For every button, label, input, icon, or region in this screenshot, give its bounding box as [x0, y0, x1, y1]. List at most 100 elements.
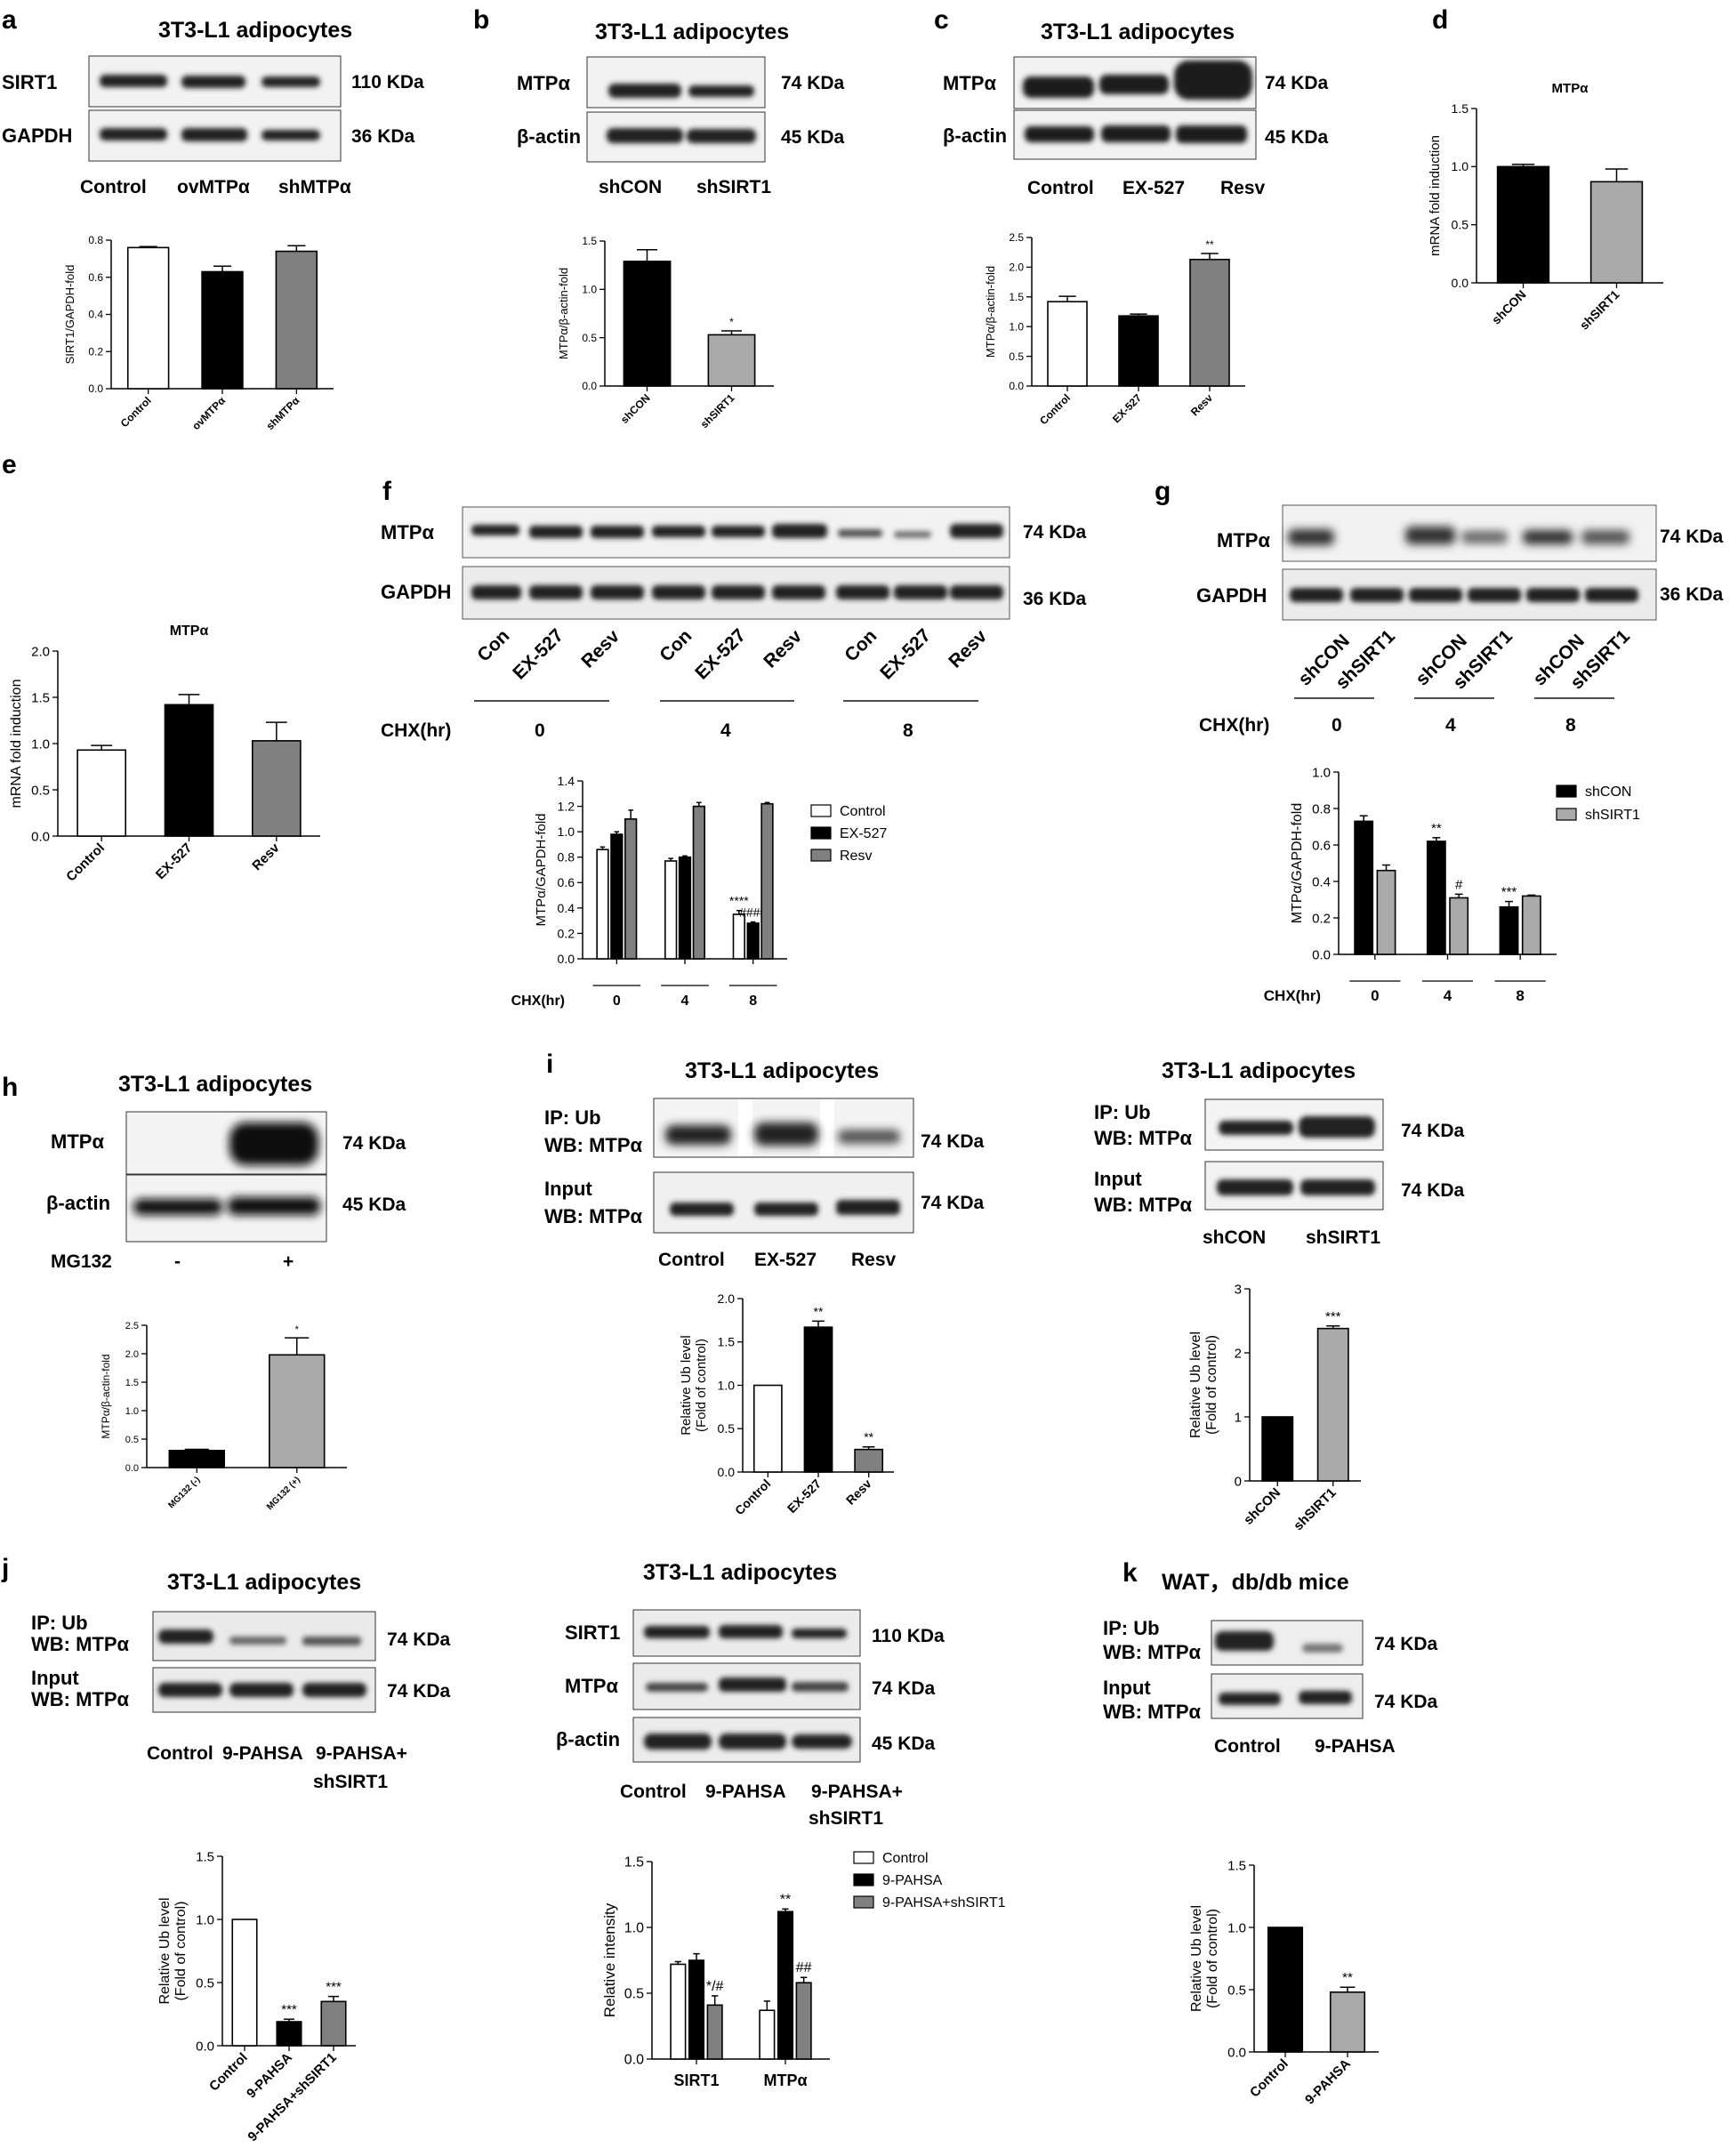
x-tick-label: Resv: [1188, 391, 1215, 418]
chx-value: 4: [720, 720, 731, 741]
y-tick-label: 0.4: [558, 901, 575, 915]
x-tick-label: shCON: [618, 391, 653, 426]
chart-e: 0.0 0.5 1.0 1.5 2.0 mRNA fold induction MTPα Co…: [9, 623, 320, 885]
significance-label: **: [1431, 821, 1442, 836]
blot-label: Input: [544, 1178, 592, 1200]
blot-label: GAPDH: [2, 125, 72, 147]
panel-a: a 3T3-L1 adipocytes SIRT1 GAPDH 110 KDa …: [2, 5, 424, 432]
y-tick-label: 1.2: [558, 799, 575, 813]
y-tick-label: 0.4: [88, 309, 103, 321]
bar: [760, 802, 774, 960]
significance-label: ****: [729, 894, 749, 908]
condition-label: shSIRT1: [809, 1808, 883, 1829]
y-tick-label: 3: [1235, 1282, 1242, 1297]
condition-label: shSIRT1: [313, 1772, 388, 1792]
y-tick-label: 1.0: [1227, 1920, 1246, 1935]
blot-size: 74 KDa: [1401, 1180, 1465, 1201]
panel-j-left-title: 3T3-L1 adipocytes: [167, 1570, 361, 1595]
y-tick-label: 0.0: [624, 2053, 644, 2068]
blot-label: SIRT1: [2, 71, 57, 93]
y-tick-label: 2.0: [125, 1349, 139, 1360]
condition-label: Control: [1214, 1736, 1281, 1757]
legend-swatch: [1556, 784, 1577, 798]
x-tick-label: MG132 (+): [265, 1475, 302, 1512]
y-tick-label: 2.5: [1009, 231, 1024, 244]
bar: [746, 922, 760, 960]
lane-labels: Con EX-527 Resv Con EX-527 Resv Con EX-5…: [473, 625, 991, 684]
panel-c-title: 3T3-L1 adipocytes: [1041, 20, 1235, 44]
blot-label: IP: Ub: [1103, 1617, 1160, 1639]
blot-label: WB: MTPα: [544, 1205, 643, 1227]
significance-label: **: [864, 1430, 873, 1444]
chart-i-left: 0.0 0.5 1.0 1.5 2.0 Relative Ub level (Fold of…: [679, 1291, 894, 1517]
blot-label: MTPα: [381, 521, 434, 543]
significance-label: *: [729, 316, 734, 328]
y-tick-label: 0.6: [558, 875, 575, 889]
x-tick-label: 9-PAHSA+shSIRT1: [245, 2050, 339, 2144]
y-tick-label: 0.2: [1312, 911, 1331, 926]
y-tick-label: 0.8: [1312, 801, 1331, 817]
legend-swatch: [853, 1851, 874, 1864]
blot-label: WB: MTPα: [31, 1633, 130, 1655]
x-tick-label: Control: [206, 2050, 251, 2095]
condition-label: 9-PAHSA: [222, 1743, 303, 1764]
y-tick-label: 0.0: [558, 952, 575, 966]
blot-size: 74 KDa: [1374, 1692, 1438, 1712]
blot-label: MTPα: [565, 1675, 618, 1697]
treatment-value: +: [283, 1251, 294, 1272]
blot-size: 36 KDa: [351, 126, 415, 147]
y-tick-label: 2.5: [125, 1321, 139, 1331]
y-tick-label: 0.4: [1312, 874, 1331, 889]
bar: [795, 1982, 812, 2060]
lane-label: Con: [473, 625, 513, 665]
bar: [1189, 258, 1230, 387]
legend-label: Control: [882, 1851, 929, 1866]
blot-label: MTPα: [517, 72, 570, 94]
treatment-value: -: [174, 1251, 181, 1272]
y-tick-label: 0.0: [582, 380, 597, 392]
lane-label: Resv: [577, 626, 624, 672]
legend-label: Control: [840, 804, 886, 819]
legend-label: shSIRT1: [1585, 808, 1640, 823]
y-tick-label: 0.8: [88, 234, 103, 246]
chart-h: 0.0 0.5 1.0 1.5 2.0 2.5 MTPα/β-actin-fold MG132…: [100, 1321, 347, 1512]
y-tick-label: 2.0: [1009, 261, 1024, 274]
x-tick-label: Resv: [843, 1476, 874, 1508]
x-tick-label: Resv: [249, 840, 283, 873]
x-tick-label: 8: [749, 994, 757, 1009]
y-tick-label: 1.5: [1009, 291, 1024, 303]
bar: [1449, 897, 1469, 955]
legend-swatch: [1556, 808, 1577, 821]
blot-label: Input: [1103, 1677, 1151, 1699]
x-tick-label: SIRT1: [673, 2072, 719, 2089]
panel-b: b 3T3-L1 adipocytes MTPα β-actin 74 KDa …: [473, 5, 845, 430]
y-tick-label: 1.0: [1312, 765, 1331, 780]
bar: [168, 1450, 225, 1468]
bar: [275, 250, 318, 390]
y-axis-label: SIRT1/GAPDH-fold: [63, 265, 76, 365]
bar: [1316, 1327, 1349, 1482]
blot-label: Input: [31, 1667, 79, 1689]
y-tick-label: 0.5: [196, 1975, 214, 1991]
legend-swatch: [810, 826, 832, 840]
y-tick-label: 0.0: [88, 382, 103, 395]
bar: [1047, 301, 1088, 387]
panel-c: c 3T3-L1 adipocytes MTPα β-actin 74 KDa …: [934, 5, 1329, 427]
y-tick-label: 1.5: [125, 1378, 139, 1388]
y-axis-label: (Fold of control): [1205, 1909, 1220, 2008]
bar: [1499, 905, 1519, 955]
x-tick-label: shMTPα: [264, 394, 302, 432]
y-tick-label: 0.5: [1452, 218, 1469, 232]
condition-label: 9-PAHSA: [705, 1782, 786, 1802]
y-tick-label: 1.5: [31, 690, 50, 705]
chx-label: CHX(hr): [1199, 715, 1269, 736]
bar: [251, 740, 302, 837]
y-tick-label: 0.0: [196, 2039, 214, 2054]
panel-letter-b: b: [473, 5, 489, 35]
chart-k: 0.0 0.5 1.0 1.5 Relative Ub level (Fold of co…: [1189, 1858, 1379, 2108]
blot-label: WB: MTPα: [1094, 1194, 1193, 1216]
condition-label: Control: [80, 177, 147, 197]
bar: [276, 2021, 302, 2047]
y-tick-label: 0.5: [582, 332, 597, 344]
